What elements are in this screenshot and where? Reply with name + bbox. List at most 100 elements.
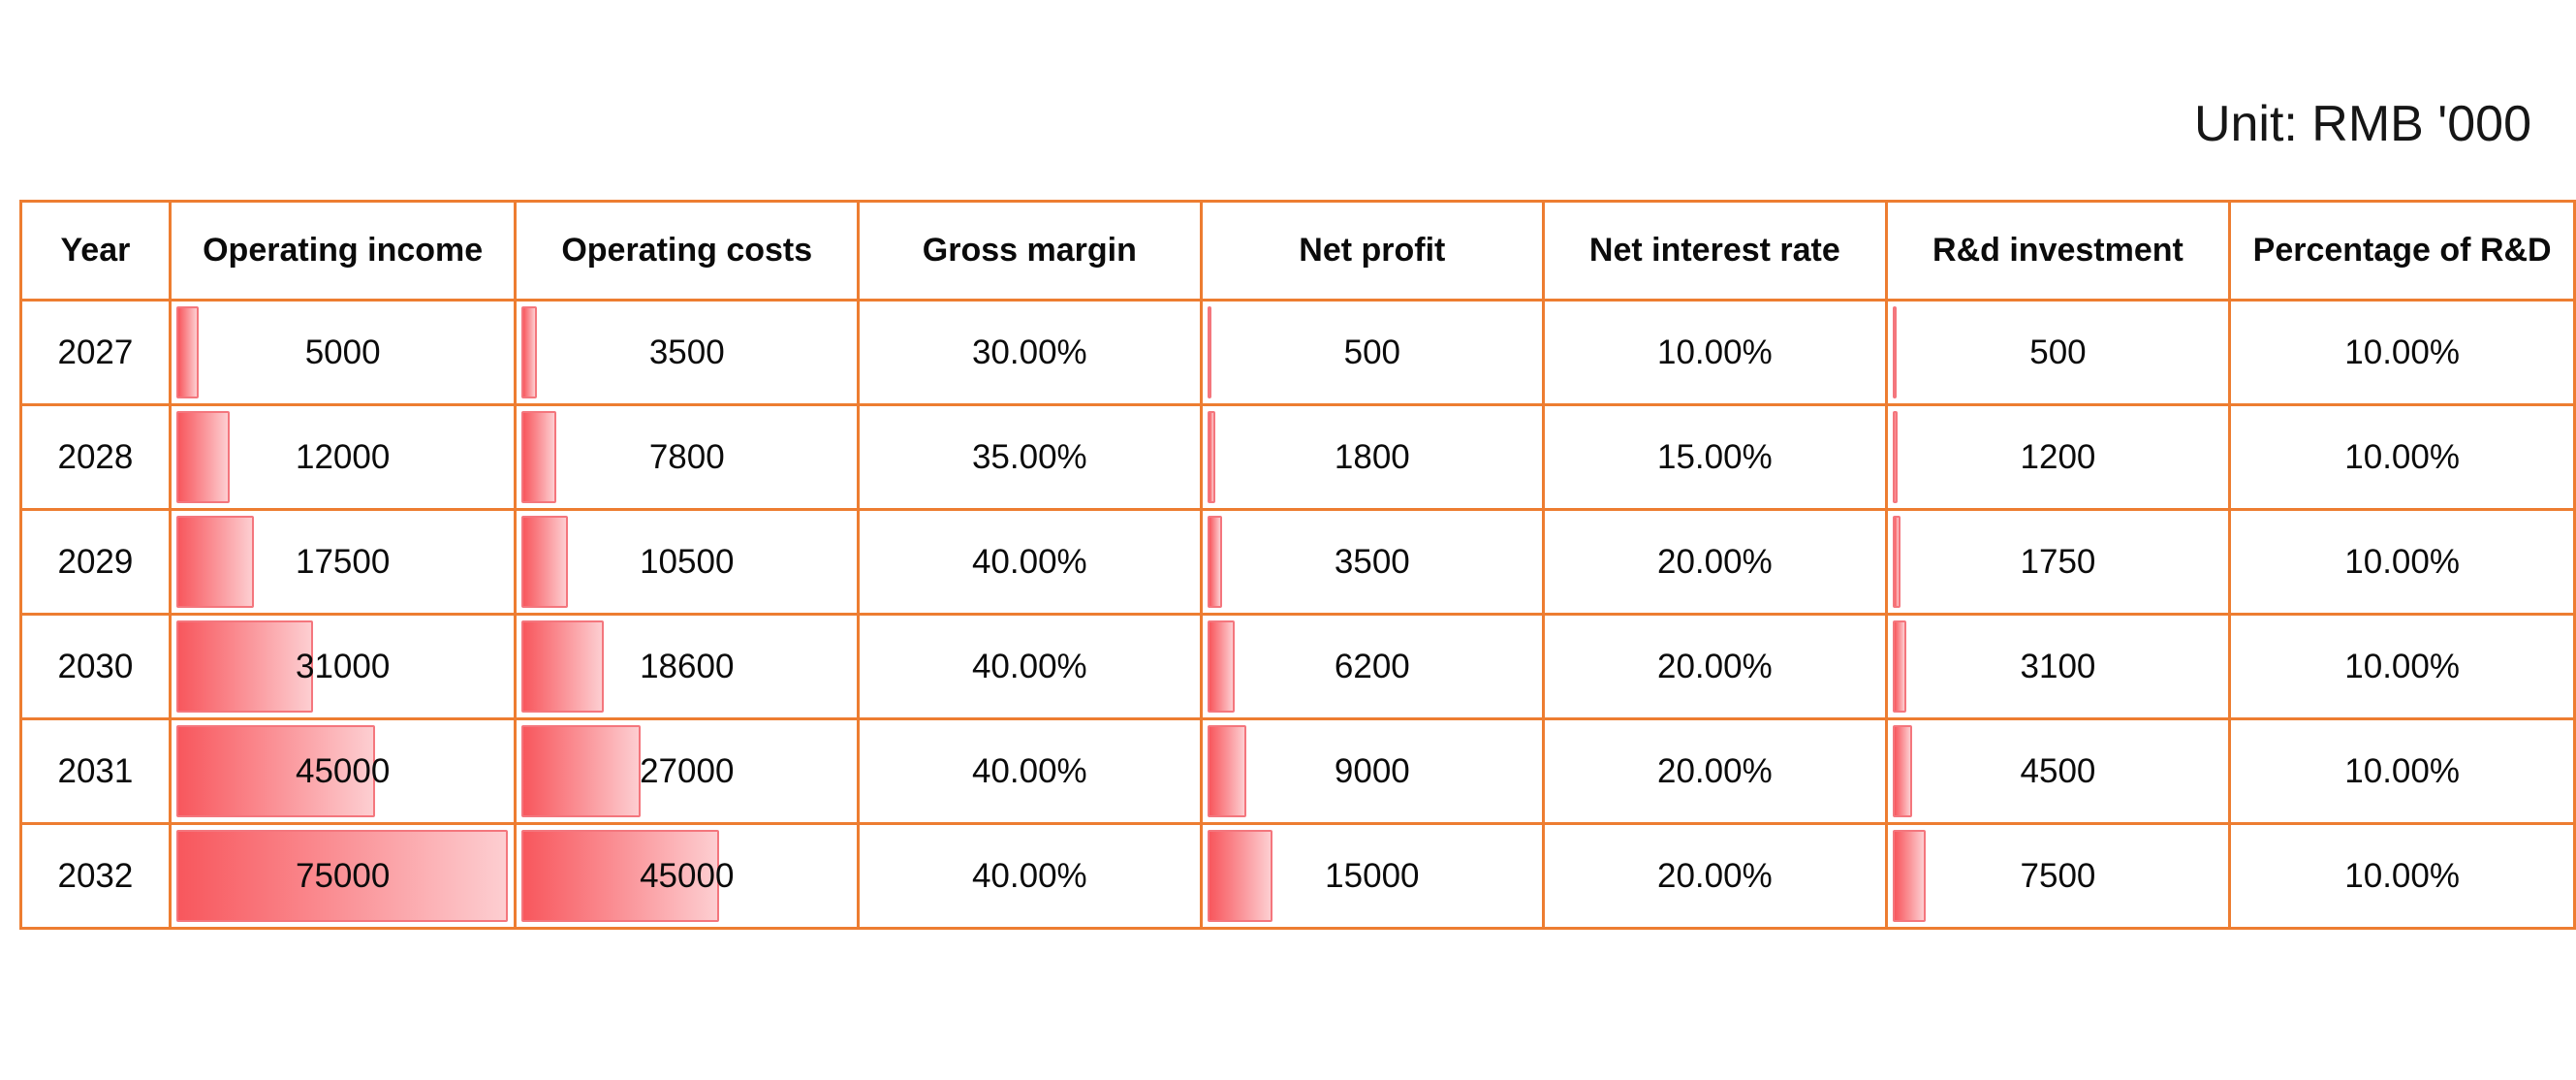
- data-cell-operating_income: 45000: [168, 717, 518, 825]
- cell-value: 4500: [2020, 751, 2096, 790]
- cell-value: 18600: [640, 647, 735, 685]
- data-cell-operating_costs: 7800: [514, 403, 861, 511]
- data-bar: [521, 306, 538, 398]
- cell-value: 10.00%: [2344, 856, 2460, 895]
- cell-value: 2027: [57, 333, 134, 371]
- cell-value: 40.00%: [971, 647, 1087, 685]
- header-label: Net profit: [1299, 232, 1446, 269]
- cell-value: 10.00%: [2344, 542, 2460, 581]
- financial-table: Year Operating income Operating costs Gross…: [19, 200, 2576, 930]
- data-bar: [1892, 306, 1897, 398]
- header-label: Year: [60, 232, 131, 269]
- cell-value: 10.00%: [2344, 647, 2460, 685]
- data-cell-net_interest_rate: 10.00%: [1542, 299, 1888, 406]
- cell-value: 5000: [304, 333, 381, 371]
- data-cell-net_interest_rate: 20.00%: [1542, 508, 1888, 616]
- cell-value: 10.00%: [2344, 751, 2460, 790]
- cell-value: 2031: [57, 751, 134, 790]
- data-cell-operating_costs: 10500: [514, 508, 861, 616]
- header-label: Gross margin: [922, 232, 1137, 269]
- data-cell-rd_percentage: 10.00%: [2228, 822, 2576, 930]
- table-header: Year Operating income Operating costs Gross…: [19, 200, 2576, 302]
- data-cell-operating_income: 31000: [168, 613, 518, 720]
- data-cell-net_profit: 1800: [1199, 403, 1546, 511]
- data-bar: [1207, 516, 1223, 608]
- cell-value: 9000: [1334, 751, 1410, 790]
- cell-value: 2030: [57, 647, 134, 685]
- data-cell-rd_investment: 7500: [1884, 822, 2232, 930]
- header-cell-net_profit: Net profit: [1199, 200, 1546, 302]
- header-cell-rd_investment: R&d investment: [1884, 200, 2232, 302]
- cell-value: 17500: [295, 542, 391, 581]
- header-cell-gross_margin: Gross margin: [857, 200, 1203, 302]
- data-bar: [175, 516, 254, 608]
- cell-value: 500: [2029, 333, 2087, 371]
- data-bar: [1207, 725, 1247, 817]
- table-row: 2029 17500 10500 40.00% 3500 20.00% 1750 10.00%: [19, 508, 2576, 616]
- data-bar: [175, 411, 230, 503]
- cell-value: 10.00%: [1656, 333, 1773, 371]
- cell-value: 500: [1343, 333, 1401, 371]
- cell-value: 40.00%: [971, 542, 1087, 581]
- data-cell-net_profit: 500: [1199, 299, 1546, 406]
- cell-value: 31000: [295, 647, 391, 685]
- cell-value: 45000: [295, 751, 391, 790]
- cell-value: 3500: [648, 333, 725, 371]
- data-cell-operating_income: 12000: [168, 403, 518, 511]
- data-cell-net_profit: 3500: [1199, 508, 1546, 616]
- cell-value: 40.00%: [971, 751, 1087, 790]
- data-cell-rd_investment: 1200: [1884, 403, 2232, 511]
- data-cell-operating_costs: 45000: [514, 822, 861, 930]
- cell-value: 10.00%: [2344, 437, 2460, 476]
- cell-value: 10.00%: [2344, 333, 2460, 371]
- table-row: 2028 12000 7800 35.00% 1800 15.00% 1200 10.00%: [19, 403, 2576, 511]
- year-cell: 2029: [19, 508, 172, 616]
- data-bar: [521, 725, 641, 817]
- year-cell: 2031: [19, 717, 172, 825]
- header-cell-operating_income: Operating income: [168, 200, 518, 302]
- header-cell-net_interest_rate: Net interest rate: [1542, 200, 1888, 302]
- cell-value: 20.00%: [1656, 542, 1773, 581]
- header-row: Year Operating income Operating costs Gross…: [19, 200, 2576, 302]
- data-cell-rd_investment: 500: [1884, 299, 2232, 406]
- data-bar: [175, 620, 314, 713]
- unit-label: Unit: RMB '000: [2193, 96, 2531, 152]
- data-bar: [1207, 620, 1235, 713]
- data-bar: [521, 620, 604, 713]
- data-bar: [521, 516, 568, 608]
- table-row: 2030 31000 18600 40.00% 6200 20.00% 3100 10.00%: [19, 613, 2576, 720]
- data-cell-rd_percentage: 10.00%: [2228, 717, 2576, 825]
- data-bar: [1207, 411, 1215, 503]
- data-cell-operating_income: 5000: [168, 299, 518, 406]
- data-cell-gross_margin: 35.00%: [857, 403, 1203, 511]
- table-body: 2027 5000 3500 30.00% 500 10.00% 500 10.00% 2028…: [19, 299, 2576, 930]
- cell-value: 2029: [57, 542, 134, 581]
- header-label: Net interest rate: [1588, 232, 1840, 269]
- cell-value: 75000: [295, 856, 391, 895]
- data-cell-gross_margin: 40.00%: [857, 508, 1203, 616]
- table-row: 2027 5000 3500 30.00% 500 10.00% 500 10.00%: [19, 299, 2576, 406]
- year-cell: 2028: [19, 403, 172, 511]
- year-cell: 2032: [19, 822, 172, 930]
- data-cell-gross_margin: 40.00%: [857, 613, 1203, 720]
- data-cell-net_interest_rate: 20.00%: [1542, 717, 1888, 825]
- year-cell: 2027: [19, 299, 172, 406]
- year-cell: 2030: [19, 613, 172, 720]
- header-cell-year: Year: [19, 200, 172, 302]
- cell-value: 1750: [2020, 542, 2096, 581]
- data-cell-rd_percentage: 10.00%: [2228, 613, 2576, 720]
- table-row: 2032 75000 45000 40.00% 15000 20.00% 7500 10.00…: [19, 822, 2576, 930]
- data-cell-net_interest_rate: 20.00%: [1542, 613, 1888, 720]
- cell-value: 2032: [57, 856, 134, 895]
- header-label: Operating costs: [561, 232, 813, 269]
- data-cell-gross_margin: 40.00%: [857, 717, 1203, 825]
- data-cell-operating_costs: 18600: [514, 613, 861, 720]
- data-cell-net_profit: 6200: [1199, 613, 1546, 720]
- cell-value: 20.00%: [1656, 647, 1773, 685]
- cell-value: 20.00%: [1656, 856, 1773, 895]
- table-row: 2031 45000 27000 40.00% 9000 20.00% 4500 10.00%: [19, 717, 2576, 825]
- cell-value: 45000: [640, 856, 735, 895]
- header-label: Operating income: [203, 232, 484, 269]
- data-bar: [1892, 411, 1899, 503]
